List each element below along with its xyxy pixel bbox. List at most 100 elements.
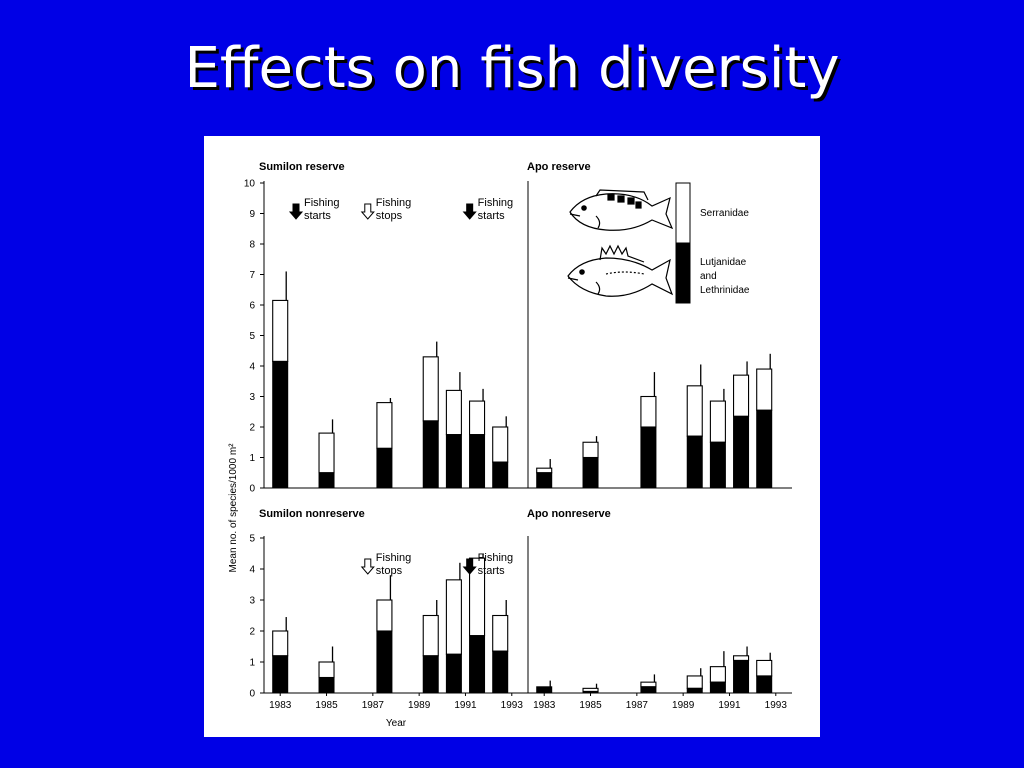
bar-segment-serranidae [376, 402, 393, 449]
bar-segment-lutjanidae-lethrinidae [422, 655, 439, 694]
bar-segment-lutjanidae-lethrinidae [733, 415, 750, 489]
legend-label-top: Serranidae [700, 208, 749, 219]
x-tick-label: 1985 [579, 700, 602, 711]
bar-segment-lutjanidae-lethrinidae [376, 447, 393, 489]
y-tick-label: 7 [249, 270, 255, 281]
bar-segment-lutjanidae-lethrinidae [640, 426, 657, 489]
bar-segment-lutjanidae-lethrinidae [492, 461, 509, 489]
y-tick-label: 3 [249, 596, 255, 607]
bar-segment-serranidae [422, 614, 439, 657]
x-tick-label: 1993 [501, 700, 524, 711]
bar-segment-serranidae [318, 661, 335, 679]
panel-title: Apo nonreserve [527, 508, 611, 520]
bar-segment-lutjanidae-lethrinidae [756, 409, 773, 489]
y-tick-label: 0 [249, 689, 255, 700]
y-tick-label: 2 [249, 627, 255, 638]
y-tick-label: 8 [249, 240, 255, 251]
bar-segment-serranidae [756, 659, 773, 677]
filled-arrow-icon [462, 558, 477, 575]
bar-segment-serranidae [492, 426, 509, 463]
panel-title: Apo reserve [527, 161, 591, 173]
bar-segment-serranidae [686, 385, 703, 437]
panel-title: Sumilon reserve [259, 161, 345, 173]
y-tick-label: 6 [249, 301, 255, 312]
panel-1: Apo reserve [527, 161, 792, 489]
bar-segment-lutjanidae-lethrinidae [709, 681, 726, 694]
bar-segment-serranidae [272, 299, 289, 362]
bar-segment-lutjanidae-lethrinidae [640, 686, 657, 694]
bar-segment-lutjanidae-lethrinidae [376, 630, 393, 694]
bar-segment-lutjanidae-lethrinidae [492, 650, 509, 694]
bar-segment-lutjanidae-lethrinidae [469, 434, 486, 489]
y-tick-label: 9 [249, 209, 255, 220]
fish-diversity-chart: Mean no. of species/1000 m² Year Serrani… [228, 161, 792, 729]
bar-segment-lutjanidae-lethrinidae [582, 690, 599, 694]
bar-segment-serranidae [709, 666, 726, 683]
y-tick-label: 1 [249, 453, 255, 464]
bar-segment-serranidae [640, 395, 657, 428]
annotation-text: Fishing [376, 197, 411, 209]
bar-segment-serranidae [272, 630, 289, 657]
x-tick-label: 1985 [315, 700, 338, 711]
annotation-text: Fishing [376, 552, 411, 564]
y-tick-label: 0 [249, 484, 255, 495]
annotation-text: stops [376, 565, 403, 577]
panel-2: Sumilon nonreserve 0 1 2 3 4 5 1983 1985 1987 1989… [249, 508, 528, 711]
panel-0: Sumilon reserve 0 1 2 3 4 5 6 7 8 9 10 Fishing starts… [244, 161, 528, 495]
legend: Serranidae Lutjanidae and Lethrinidae [675, 182, 750, 304]
panel-title: Sumilon nonreserve [259, 508, 365, 520]
y-tick-label: 2 [249, 423, 255, 434]
x-tick-label: 1989 [408, 700, 431, 711]
bar-segment-serranidae [422, 356, 439, 422]
slide-title: Effects on fish diversity [184, 36, 840, 101]
y-tick-label: 3 [249, 392, 255, 403]
bar-segment-serranidae [640, 681, 657, 688]
annotation-text: Fishing [478, 552, 513, 564]
bar-segment-lutjanidae-lethrinidae [445, 434, 462, 489]
y-tick-label: 5 [249, 534, 255, 545]
legend-label-bottom-3: Lethrinidae [700, 285, 750, 296]
bar-segment-serranidae [492, 614, 509, 652]
open-arrow-icon [360, 203, 375, 220]
panel-3: Apo nonreserve 1983 1985 1987 1989 1991 1993 [527, 508, 792, 711]
bar-segment-serranidae [582, 441, 599, 459]
bar-segment-lutjanidae-lethrinidae [318, 677, 335, 694]
bar-segment-lutjanidae-lethrinidae [686, 687, 703, 694]
annotation-text: starts [304, 210, 331, 222]
x-tick-label: 1983 [533, 700, 556, 711]
bar-segment-serranidae [756, 368, 773, 411]
legend-label-bottom-1: Lutjanidae [700, 257, 747, 268]
bar-segment-serranidae [376, 599, 393, 632]
bar-segment-lutjanidae-lethrinidae [582, 457, 599, 489]
bar-segment-lutjanidae-lethrinidae [536, 686, 553, 694]
x-tick-label: 1983 [269, 700, 292, 711]
legend-label-bottom-2: and [700, 271, 717, 282]
bar-segment-serranidae [469, 400, 486, 436]
open-arrow-icon [360, 558, 375, 575]
annotation-text: starts [478, 565, 505, 577]
x-axis-label: Year [386, 718, 407, 729]
bar-segment-serranidae [709, 400, 726, 443]
bar-segment-lutjanidae-lethrinidae [536, 472, 553, 489]
annotation-text: stops [376, 210, 403, 222]
snapper-fish-icon [567, 244, 674, 297]
x-tick-label: 1987 [362, 700, 385, 711]
bar-segment-serranidae [733, 374, 750, 417]
bar-segment-lutjanidae-lethrinidae [272, 655, 289, 694]
y-axis-label: Mean no. of species/1000 m² [228, 443, 239, 573]
annotation-text: starts [478, 210, 505, 222]
y-tick-label: 4 [249, 362, 255, 373]
x-tick-label: 1991 [718, 700, 741, 711]
bar-segment-serranidae [536, 467, 553, 474]
y-tick-label: 10 [244, 179, 256, 190]
y-tick-label: 1 [249, 658, 255, 669]
x-tick-label: 1991 [454, 700, 477, 711]
bar-segment-serranidae [733, 655, 750, 661]
y-tick-label: 5 [249, 331, 255, 342]
filled-arrow-icon [462, 203, 477, 220]
bar-segment-serranidae [445, 389, 462, 436]
x-tick-label: 1993 [765, 700, 788, 711]
legend-swatch-top [675, 182, 691, 244]
figure-panel: Mean no. of species/1000 m² Year Serrani… [204, 136, 820, 737]
bar-segment-lutjanidae-lethrinidae [686, 435, 703, 489]
